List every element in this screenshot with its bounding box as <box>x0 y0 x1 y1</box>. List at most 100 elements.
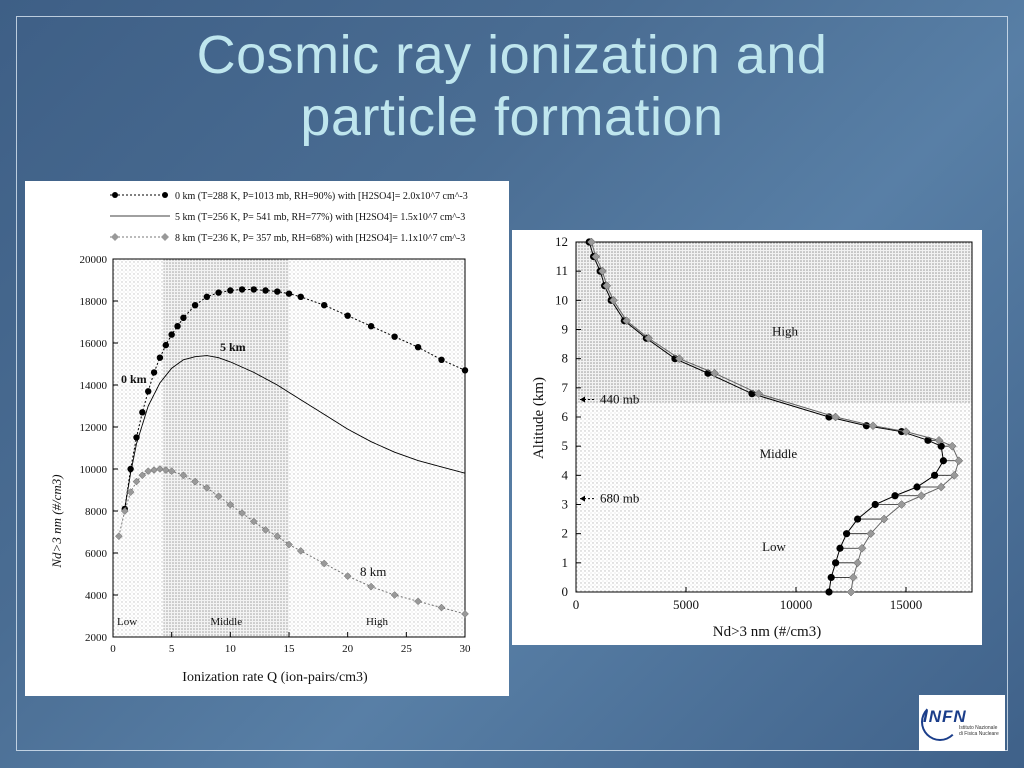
y-tick-label: 4000 <box>85 590 108 602</box>
curve-label-8km: 8 km <box>360 564 386 579</box>
data-point <box>954 456 964 466</box>
data-point <box>296 547 305 555</box>
y-tick-label: 18000 <box>80 296 108 308</box>
y-tick-label: 8 <box>562 351 569 366</box>
slide-title: Cosmic ray ionization and particle forma… <box>0 24 1024 148</box>
data-point <box>602 281 612 291</box>
data-point <box>438 356 445 363</box>
annotation-arrowhead <box>580 495 585 502</box>
y-tick-label: 14000 <box>80 380 108 392</box>
region-middle <box>163 259 289 637</box>
data-point <box>710 368 719 378</box>
data-point <box>936 482 946 492</box>
data-point <box>609 295 618 305</box>
data-point <box>150 369 158 376</box>
data-point <box>238 286 246 293</box>
data-point <box>115 532 123 541</box>
data-point <box>831 412 840 422</box>
x-tick-label: 20 <box>342 643 354 655</box>
legend-entry-5km: 5 km (T=256 K, P= 541 mb, RH=77%) with [… <box>175 212 465 223</box>
data-point <box>138 471 147 480</box>
data-point <box>167 467 176 475</box>
data-point <box>947 441 957 451</box>
data-point <box>461 367 469 374</box>
data-point <box>227 287 234 294</box>
region-low <box>113 259 164 637</box>
slide-frame <box>16 16 1008 751</box>
data-point <box>437 603 446 612</box>
data-point <box>262 287 269 294</box>
logo-subtitle: Istituto Nazionale di Fisica Nucleare <box>959 725 999 737</box>
data-point <box>261 526 270 534</box>
data-point <box>587 237 596 247</box>
data-point <box>344 312 351 319</box>
x-tick-label: 5 <box>169 643 175 655</box>
data-point <box>215 289 222 296</box>
series-line-0km <box>124 288 466 509</box>
x-tick-label: 30 <box>460 643 472 655</box>
y-tick-label: 7 <box>562 380 569 395</box>
data-point <box>391 333 398 340</box>
y-tick-label: 16000 <box>80 338 108 350</box>
data-point <box>644 333 653 343</box>
x-tick-label: 15 <box>284 643 296 655</box>
infn-logo: INFN Istituto Nazionale di Fisica Nuclea… <box>919 695 1005 751</box>
region-high <box>576 242 972 403</box>
y-tick-label: 9 <box>562 322 569 337</box>
data-point <box>273 532 282 541</box>
annotation-arrowhead <box>580 396 585 403</box>
data-point <box>414 597 422 606</box>
data-point <box>156 465 164 473</box>
x-tick-label: 0 <box>110 643 116 655</box>
data-point <box>226 500 235 509</box>
data-point <box>285 540 293 549</box>
region-high <box>289 259 465 637</box>
left-x-axis-label: Ionization rate Q (ion-pairs/cm3) <box>182 670 368 685</box>
y-tick-label: 0 <box>562 584 569 599</box>
data-point <box>203 484 211 492</box>
x-tick-label: 0 <box>573 597 580 612</box>
data-point <box>854 515 862 523</box>
logo-text: INFN <box>923 707 967 726</box>
data-point <box>132 477 141 486</box>
data-point <box>120 507 129 515</box>
data-point <box>162 341 169 349</box>
region-low <box>576 498 972 592</box>
data-point <box>827 573 835 582</box>
data-point <box>591 252 601 261</box>
y-tick-label: 6000 <box>85 548 108 560</box>
data-point <box>367 582 375 591</box>
left-y-axis-label: Nd>3 nm (#/cm3) <box>49 474 64 568</box>
curve-label-5km: 5 km <box>220 340 246 354</box>
y-tick-label: 10000 <box>80 464 108 476</box>
legend-entry-0km: 0 km (T=288 K, P=1013 mb, RH=90%) with [… <box>175 191 468 202</box>
data-point <box>367 323 375 330</box>
y-tick-label: 2 <box>562 526 569 541</box>
data-point <box>598 266 607 276</box>
data-point <box>414 344 422 351</box>
data-point <box>853 558 862 568</box>
series-line-1 <box>590 241 960 593</box>
data-point <box>320 559 329 568</box>
data-point <box>832 559 840 567</box>
ionization-rate-chart: 0 km (T=288 K, P=1013 mb, RH=90%) with [… <box>25 181 509 696</box>
region-label-middle: Middle <box>760 446 798 461</box>
data-point <box>843 530 851 538</box>
y-tick-label: 12000 <box>80 422 108 434</box>
data-point <box>866 529 876 539</box>
data-point <box>238 509 246 517</box>
region-label-middle: Middle <box>210 616 242 628</box>
data-point <box>950 470 959 480</box>
data-point <box>191 302 199 309</box>
region-label-low: Low <box>117 616 137 628</box>
region-label-low: Low <box>762 539 786 554</box>
series-line-8km <box>118 468 466 615</box>
data-point <box>343 572 352 580</box>
legend-entry-8km: 8 km (T=236 K, P= 357 mb, RH=68%) with [… <box>175 233 465 244</box>
y-tick-label: 11 <box>555 263 568 278</box>
altitude-profile-chart: High Middle Low 0 5000 10000 15000 0 1 2 3 4 5 6 7 8 9 10… <box>512 230 982 645</box>
data-point <box>461 610 469 618</box>
annotation-label-0: 440 mb <box>600 392 639 407</box>
data-point <box>937 442 945 450</box>
data-point <box>249 517 258 526</box>
